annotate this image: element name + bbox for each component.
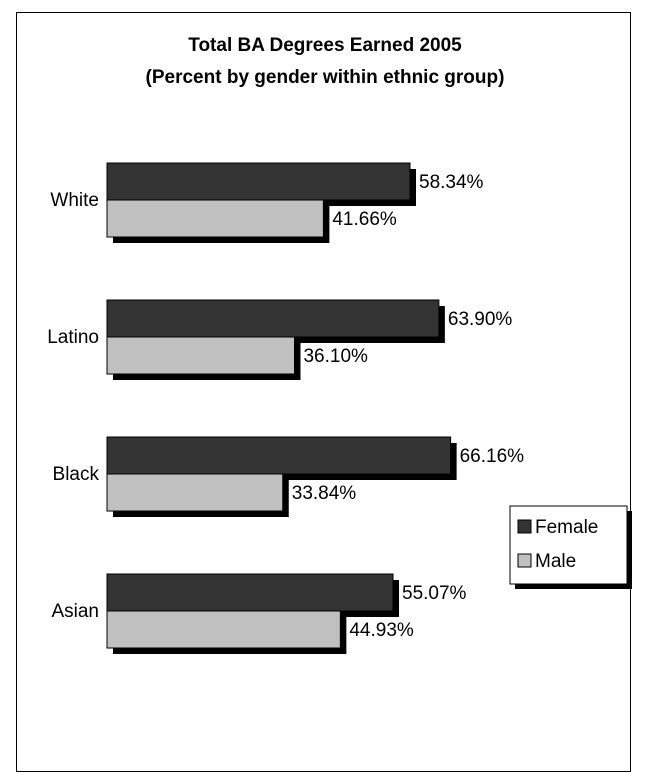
chart-subtitle: (Percent by gender within ethnic group) bbox=[146, 67, 505, 88]
data-label-male-asian: 44.93% bbox=[349, 620, 414, 641]
legend-swatch-female bbox=[517, 519, 532, 534]
bar-female-latino bbox=[106, 299, 440, 338]
data-label-female-latino: 63.90% bbox=[448, 309, 513, 330]
data-label-female-black: 66.16% bbox=[460, 446, 525, 467]
data-label-female-white: 58.34% bbox=[419, 172, 484, 193]
legend-label-female: Female bbox=[535, 517, 598, 538]
bar-male-latino bbox=[106, 336, 295, 375]
legend: Female Male bbox=[509, 505, 632, 589]
legend-label-male: Male bbox=[535, 551, 576, 572]
bar-female-asian bbox=[106, 573, 394, 612]
category-label-white: White bbox=[50, 190, 99, 211]
data-label-male-latino: 36.10% bbox=[303, 346, 368, 367]
bar-male-asian bbox=[106, 610, 341, 649]
bar-female-white bbox=[106, 162, 411, 201]
bar-male-black bbox=[106, 473, 284, 512]
chart-title: Total BA Degrees Earned 2005 bbox=[188, 35, 462, 56]
bars-layer: White 58.34% 41.66% Latino 63.90% 36.10% Black… bbox=[47, 162, 525, 654]
legend-box bbox=[509, 505, 628, 585]
legend-swatch-male bbox=[517, 553, 532, 568]
bar-female-black bbox=[106, 436, 452, 475]
category-label-latino: Latino bbox=[47, 327, 99, 348]
data-label-male-white: 41.66% bbox=[332, 209, 397, 230]
bar-male-white bbox=[106, 199, 324, 238]
category-label-black: Black bbox=[53, 464, 100, 485]
data-label-female-asian: 55.07% bbox=[402, 583, 467, 604]
category-label-asian: Asian bbox=[51, 601, 99, 622]
data-label-male-black: 33.84% bbox=[292, 483, 357, 504]
